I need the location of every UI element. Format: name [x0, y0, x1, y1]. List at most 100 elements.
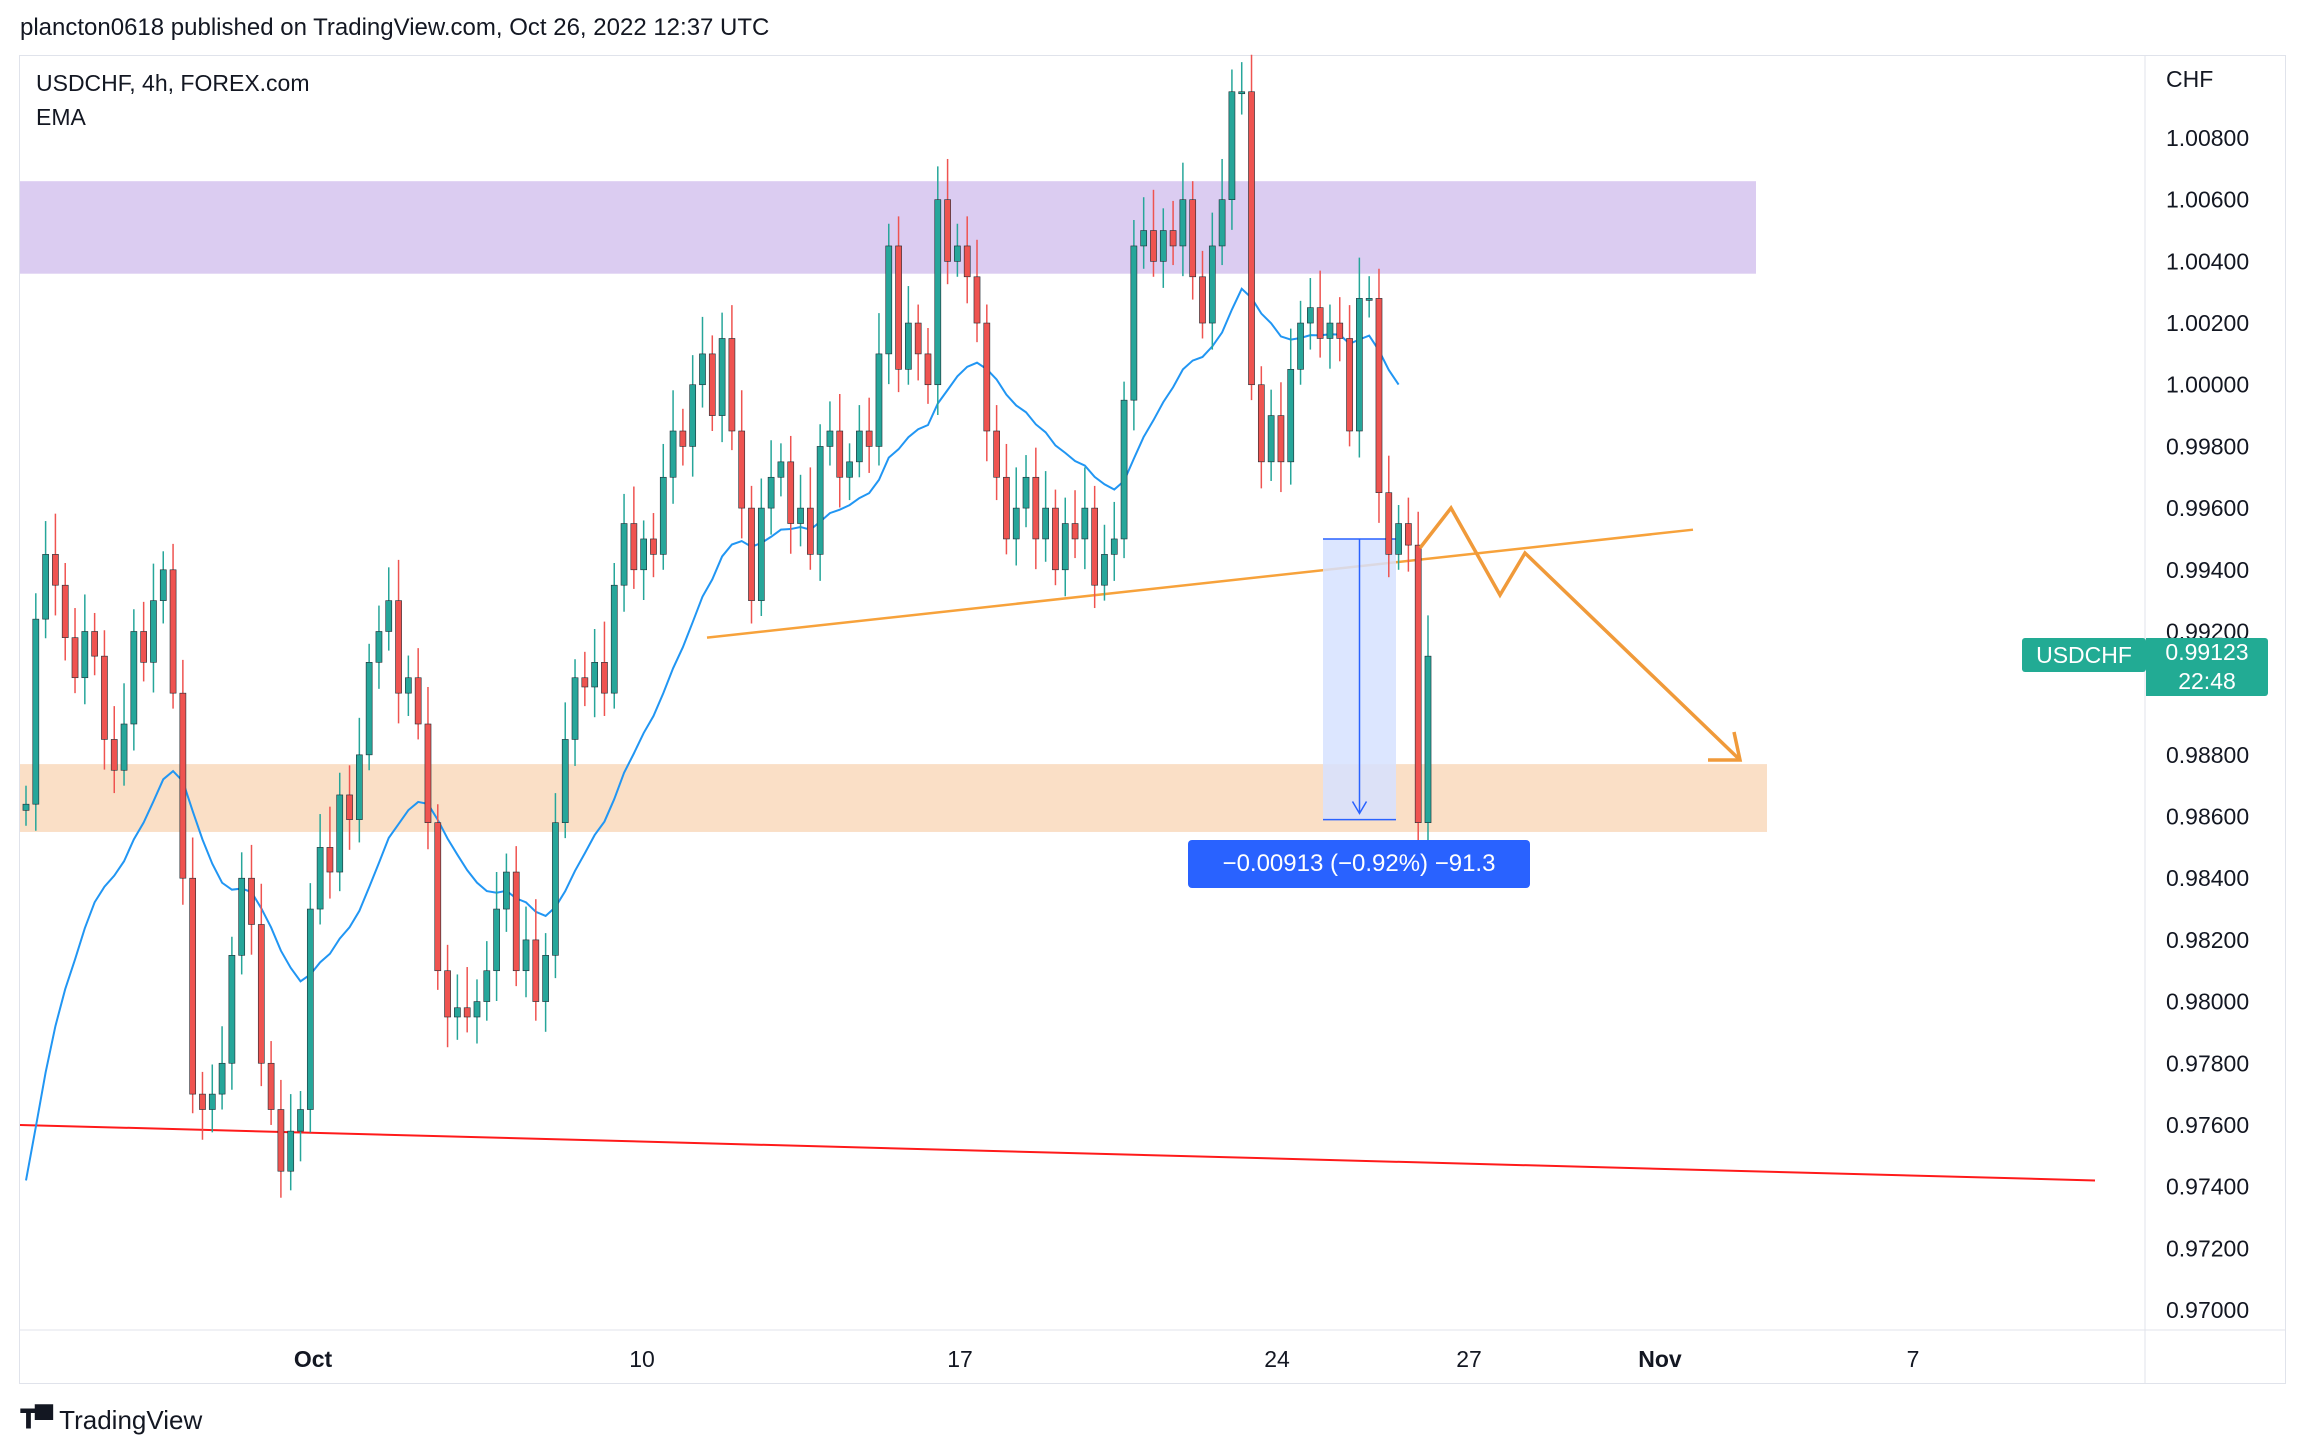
candle-body: [1228, 91, 1236, 200]
y-tick-label: 0.99400: [2166, 557, 2249, 583]
candle-body: [199, 1093, 206, 1110]
candle-body: [1140, 230, 1148, 247]
candle-body: [120, 723, 128, 771]
candle-body: [708, 353, 716, 416]
candle-body: [61, 584, 69, 638]
candle-body: [1101, 554, 1108, 586]
candle-body: [1032, 476, 1040, 540]
candle-body: [787, 461, 795, 524]
y-tick-label: 1.00400: [2166, 248, 2249, 274]
measure-label[interactable]: −0.00913 (−0.92%) −91.3: [1188, 840, 1530, 888]
candle-body: [1238, 91, 1246, 95]
candle-body: [1052, 507, 1059, 571]
candle-body: [856, 430, 863, 463]
measure-arrow-head: [1351, 801, 1368, 815]
candle-body: [846, 461, 853, 478]
y-tick-label: 1.00000: [2166, 372, 2249, 398]
candle-body: [1003, 476, 1010, 540]
candle-body: [159, 569, 167, 601]
footer-brand: TradingView: [59, 1404, 203, 1435]
candle-body: [228, 955, 236, 1064]
candle-body: [1169, 230, 1177, 247]
candle-body: [71, 637, 79, 679]
candle-body: [954, 245, 961, 262]
candle-body: [101, 655, 108, 740]
candle-body: [1365, 298, 1373, 301]
candle-body: [503, 871, 510, 910]
candle-body: [601, 662, 608, 694]
x-tick-label: 17: [947, 1346, 973, 1372]
projection-arrow-head: [1708, 731, 1743, 762]
candle-body: [238, 877, 246, 956]
candle-body: [806, 507, 814, 555]
candle-body: [395, 600, 402, 694]
candle-body: [944, 199, 951, 262]
candle-body: [1248, 91, 1255, 386]
chart-frame: [19, 55, 2286, 1384]
candle-body: [1326, 322, 1334, 339]
candle-body: [1071, 523, 1079, 540]
candle-body: [620, 523, 628, 586]
candle-body: [1414, 544, 1422, 823]
legend-symbol[interactable]: USDCHF, 4h, FOREX.com: [36, 70, 310, 96]
y-tick-label: 0.97600: [2166, 1112, 2249, 1138]
candle-body: [1287, 369, 1295, 463]
candle-body: [659, 476, 667, 555]
candle-body: [718, 338, 726, 416]
candle-body: [914, 322, 922, 355]
legend-indicator[interactable]: EMA: [36, 104, 86, 130]
candle-body: [52, 554, 59, 586]
y-tick-label: 0.98000: [2166, 989, 2249, 1015]
candle-body: [1091, 507, 1098, 586]
candle-body: [973, 276, 981, 324]
y-tick-label: 0.97400: [2166, 1174, 2249, 1200]
candle-body: [1356, 298, 1363, 432]
candle-body: [963, 245, 971, 278]
candle-body: [297, 1109, 304, 1132]
candle-body: [689, 384, 697, 447]
candle-body: [1081, 507, 1089, 540]
candle-body: [895, 245, 902, 370]
price-badge: 0.99123 22:48: [2146, 638, 2268, 696]
candle-body: [434, 822, 442, 972]
candle-body: [738, 430, 746, 509]
candle-body: [542, 955, 549, 1002]
candle-body: [1179, 199, 1187, 247]
candle-body: [1424, 655, 1432, 823]
candle-body: [346, 794, 353, 820]
candle-body: [257, 924, 265, 1064]
candle-body: [522, 939, 530, 972]
candle-body: [728, 338, 736, 432]
candle-body: [22, 803, 30, 811]
candle-body: [267, 1062, 275, 1110]
candle-body: [1199, 276, 1206, 324]
candle-body: [1061, 523, 1069, 571]
candle-body: [336, 794, 344, 873]
candle-body: [375, 631, 383, 663]
candle-body: [405, 677, 412, 694]
candle-body: [248, 877, 255, 925]
candle-body: [1189, 199, 1197, 278]
lower-support-line: [19, 1123, 2096, 1182]
y-tick-label: 0.98200: [2166, 927, 2249, 953]
candle-body: [169, 569, 177, 694]
candle-body: [1042, 507, 1049, 540]
symbol-badge: USDCHF: [2022, 638, 2146, 672]
candle-body: [1346, 338, 1353, 432]
x-tick-label: 24: [1264, 1346, 1290, 1372]
candle-body: [767, 476, 775, 509]
candle-body: [571, 677, 579, 740]
candle-body: [1150, 230, 1157, 262]
candle-body: [356, 754, 363, 820]
candle-body: [1297, 322, 1304, 370]
candle-body: [277, 1109, 285, 1172]
y-tick-label: 0.99800: [2166, 433, 2249, 459]
candle-body: [552, 822, 559, 956]
candle-body: [150, 600, 157, 663]
candle-body: [1110, 538, 1118, 555]
tradingview-logo-icon: 𝐓▀: [20, 1404, 53, 1434]
candle-body: [1257, 384, 1265, 463]
x-tick-label: Nov: [1638, 1346, 1682, 1372]
candle-body: [1130, 245, 1138, 401]
